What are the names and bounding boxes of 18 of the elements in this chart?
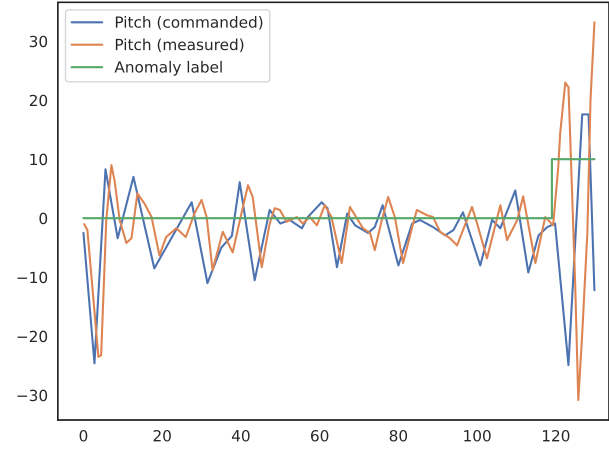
x-tick-label: 0 (80, 430, 88, 442)
y-tick-label: −30 (18, 390, 48, 402)
y-tick-label: −20 (18, 330, 48, 342)
x-tick-label: 80 (390, 430, 408, 442)
line-series (82, 113, 596, 366)
y-tick-label: −10 (18, 272, 48, 284)
y-tick-label: 10 (30, 154, 48, 166)
y-tick-label: 20 (30, 94, 48, 106)
x-tick-label: 40 (232, 430, 250, 442)
x-tick-label: 20 (154, 430, 171, 442)
x-tick-label: 120 (542, 430, 570, 442)
legend-label: Pitch (commanded) (116, 16, 262, 30)
legend-label: Pitch (measured) (116, 38, 244, 52)
y-tick-label: 30 (30, 36, 48, 48)
x-tick-label: 60 (310, 430, 328, 442)
x-tick-label: 100 (464, 430, 491, 442)
legend-label: Anomaly label (114, 60, 222, 76)
y-tick-label: 0 (39, 212, 48, 224)
